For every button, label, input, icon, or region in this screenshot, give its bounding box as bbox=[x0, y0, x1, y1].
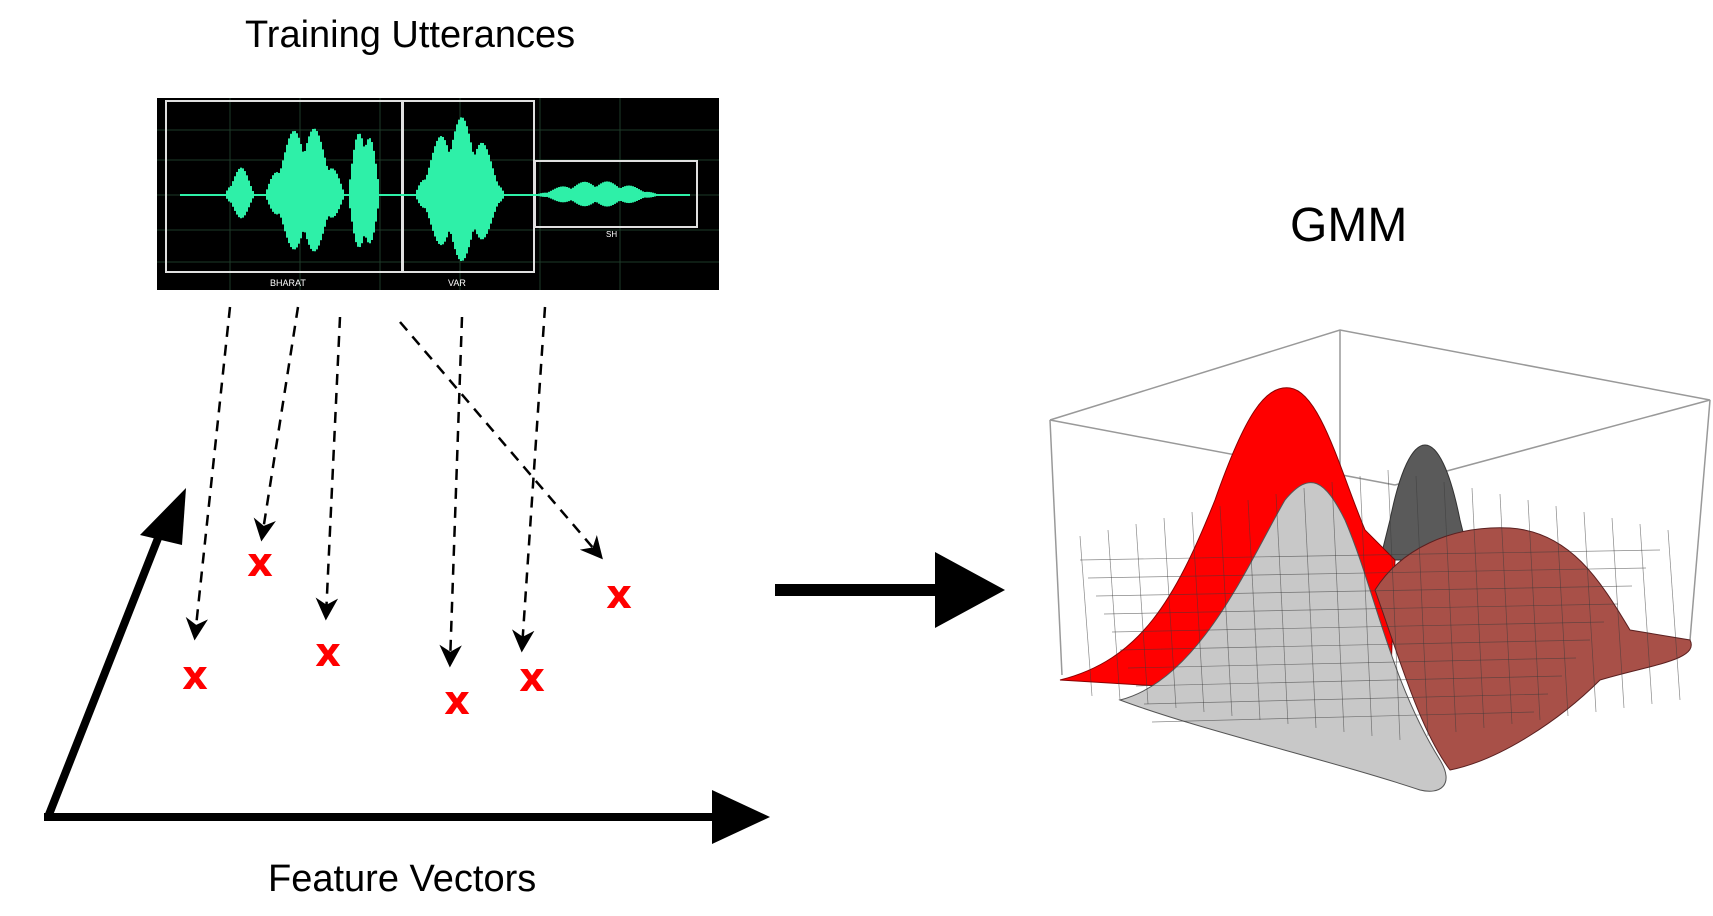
feature-vectors-title: Feature Vectors bbox=[268, 858, 537, 900]
gmm-mesh-line bbox=[1331, 481, 1345, 733]
dashed-arrow-5 bbox=[439, 316, 464, 668]
gmm-mesh-line bbox=[1275, 493, 1289, 725]
gmm-mesh-line bbox=[1079, 535, 1093, 697]
training-arrow bbox=[775, 552, 1005, 628]
feature-marker-6: x bbox=[606, 572, 632, 618]
dashed-arrow-4 bbox=[399, 321, 603, 560]
dashed-arrow-6 bbox=[511, 306, 547, 653]
gmm-surface-plot bbox=[1049, 329, 1711, 792]
gmm-mesh-line bbox=[1555, 505, 1569, 717]
gmm-mesh-line bbox=[1111, 621, 1605, 633]
waveform-panel: BHARAT VAR SH bbox=[157, 98, 719, 290]
feature-marker-1: x bbox=[182, 653, 208, 699]
feature-marker-5: x bbox=[519, 655, 545, 701]
waveform-label-sh: SH bbox=[606, 230, 617, 239]
gmm-mesh-line bbox=[1387, 469, 1401, 741]
waveform-label-var: VAR bbox=[448, 278, 466, 288]
gmm-mesh-line bbox=[1639, 523, 1653, 705]
gmm-mesh-line bbox=[1135, 523, 1149, 705]
gmm-mesh-line bbox=[1667, 529, 1681, 701]
gmm-mesh-line bbox=[1527, 499, 1541, 721]
feature-axis-vertical bbox=[44, 516, 170, 819]
gmm-mesh-line bbox=[1087, 567, 1647, 579]
gmm-gray-surface bbox=[1118, 482, 1447, 792]
feature-axis-vertical-arrowhead bbox=[140, 488, 186, 545]
gmm-mesh-line bbox=[1499, 493, 1513, 725]
segment-boxes bbox=[165, 100, 698, 273]
gmm-mesh-line bbox=[1079, 549, 1661, 561]
gmm-dark-peak bbox=[1379, 444, 1471, 561]
waveform-signal bbox=[226, 117, 660, 262]
gmm-mesh-line bbox=[1143, 693, 1549, 705]
dashed-arrow-2 bbox=[253, 306, 300, 542]
gmm-mesh-line bbox=[1359, 475, 1373, 737]
feature-axis-horizontal-arrowhead bbox=[712, 790, 770, 844]
frame-to-feature-arrows bbox=[185, 306, 603, 668]
gmm-mesh-line bbox=[1303, 487, 1317, 729]
training-utterances-title: Training Utterances bbox=[245, 14, 576, 56]
feature-marker-3: x bbox=[315, 630, 341, 676]
gmm-mesh-line bbox=[1103, 603, 1619, 615]
gmm-mesh-line bbox=[1611, 517, 1625, 709]
dashed-arrow-3 bbox=[315, 316, 342, 621]
feature-vector-markers: x x x x x x bbox=[182, 540, 632, 724]
dashed-arrow-1 bbox=[185, 306, 232, 641]
gmm-mesh-line bbox=[1095, 585, 1633, 597]
gmm-mesh-line bbox=[1107, 529, 1121, 701]
gmm-mesh-line bbox=[1151, 711, 1535, 723]
feature-marker-2: x bbox=[247, 540, 273, 586]
gmm-mesh-line bbox=[1127, 657, 1577, 669]
gmm-brown-surface bbox=[1374, 527, 1692, 771]
feature-marker-4: x bbox=[444, 678, 470, 724]
feature-space-axes bbox=[44, 488, 770, 844]
gmm-mesh-line bbox=[1583, 511, 1597, 713]
gmm-mesh-line bbox=[1415, 475, 1429, 737]
gmm-title: GMM bbox=[1290, 199, 1408, 252]
gmm-mesh-lines bbox=[1079, 469, 1681, 741]
gmm-mesh-line bbox=[1219, 505, 1233, 717]
gmm-mesh-line bbox=[1135, 675, 1563, 687]
gmm-mesh-line bbox=[1119, 639, 1591, 651]
waveform-label-bharat: BHARAT bbox=[270, 278, 306, 288]
gmm-mesh-line bbox=[1471, 487, 1485, 729]
